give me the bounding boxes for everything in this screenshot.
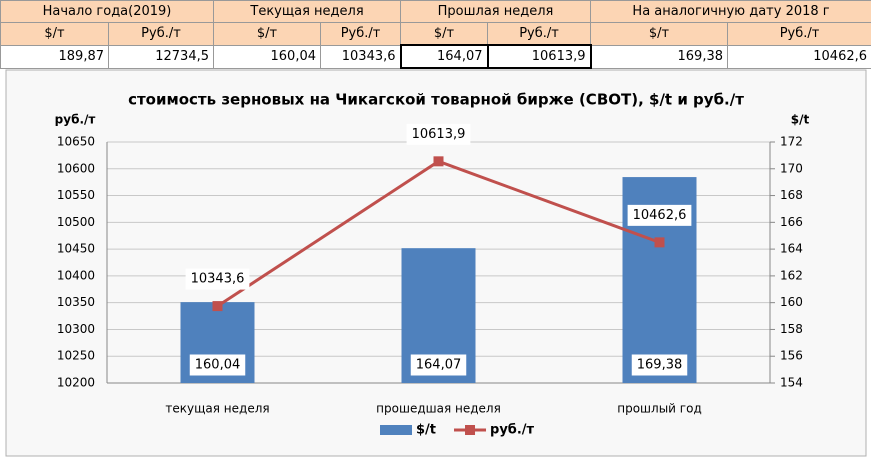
y2-axis-label: $/t [791, 113, 810, 127]
data-label-box [189, 354, 246, 376]
table-cell: 160,04 [213, 44, 321, 69]
y-axis-label: руб./т [55, 113, 96, 127]
chart-title: стоимость зерновых на Чикагской товарной… [128, 91, 744, 109]
table-cell: Текущая неделя [212, 0, 402, 23]
table-cell: Руб./т [108, 22, 214, 46]
y-tick-label: 10550 [57, 188, 95, 202]
x-tick-label: прошедшая неделя [376, 402, 501, 416]
y2-tick-label: 168 [780, 188, 803, 202]
table-cell: $/т [590, 22, 729, 46]
y2-tick-label: 172 [780, 135, 803, 149]
legend-label: руб./т [490, 423, 535, 438]
y-tick-label: 10200 [57, 376, 95, 390]
spreadsheet-table: Начало года(2019) Текущая неделя Прошлая н… [0, 0, 871, 69]
y-tick-label: 10450 [57, 242, 95, 256]
table-cell: $/т [400, 22, 489, 46]
table-cell: На аналогичную дату 2018 г [590, 0, 871, 23]
y2-tick-label: 160 [780, 295, 803, 309]
x-tick-label: прошлый год [617, 402, 702, 416]
data-label-box [185, 268, 250, 290]
y2-tick-label: 154 [780, 376, 803, 390]
table-cell: $/т [0, 22, 109, 46]
table-row: 189,87 12734,5 160,04 10343,6 164,07 10613,9 1… [0, 44, 871, 69]
y-tick-label: 10600 [57, 161, 95, 175]
y2-tick-label: 156 [780, 349, 803, 363]
table-cell: 10343,6 [319, 44, 402, 69]
table-cell: Начало года(2019) [0, 0, 214, 23]
data-label: 164,07 [416, 358, 462, 373]
table-body: Начало года(2019) Текущая неделя Прошлая н… [0, 0, 871, 69]
table-cell: Прошлая неделя [400, 0, 592, 23]
table-cell: $/т [213, 22, 321, 46]
y-tick-label: 10650 [57, 135, 95, 149]
data-label-box [627, 204, 692, 226]
y2-tick-label: 162 [780, 268, 803, 282]
y-tick-label: 10250 [57, 349, 95, 363]
data-label: 169,38 [637, 358, 683, 373]
y-tick-label: 10400 [57, 268, 95, 282]
y-tick-label: 10300 [57, 322, 95, 336]
y2-tick-label: 170 [780, 161, 803, 175]
line-marker [654, 237, 665, 248]
data-label-box [631, 354, 688, 376]
data-label: 10462,6 [633, 208, 687, 223]
table-cell: 10613,9 [486, 44, 592, 69]
x-tick-label: текущая неделя [165, 402, 269, 416]
table-row: Начало года(2019) Текущая неделя Прошлая н… [0, 0, 871, 23]
data-label: 160,04 [195, 358, 241, 373]
legend-swatch [465, 425, 476, 435]
legend-label: $/t [416, 423, 436, 438]
line-marker [212, 301, 223, 312]
table-cell: 164,07 [399, 44, 489, 69]
table-cell: 169,38 [590, 44, 729, 69]
data-label: 10613,9 [412, 127, 466, 142]
y-tick-label: 10500 [57, 215, 95, 229]
legend-swatch [380, 425, 412, 435]
table-cell: 10462,6 [727, 44, 871, 69]
y-tick-label: 10350 [57, 295, 95, 309]
table-cell: 12734,5 [108, 44, 214, 69]
y2-tick-label: 158 [780, 322, 803, 336]
y2-tick-label: 166 [780, 215, 803, 229]
data-label-box [410, 354, 467, 376]
y2-tick-label: 164 [780, 242, 803, 256]
data-label-box [406, 123, 471, 145]
line-marker [433, 156, 444, 167]
data-label: 10343,6 [191, 272, 245, 287]
table-row: $/т Руб./т $/т Руб./т $/т Руб./т $/т Руб./т [0, 22, 871, 46]
table-cell: Руб./т [487, 22, 592, 46]
table-cell: 189,87 [0, 44, 109, 69]
